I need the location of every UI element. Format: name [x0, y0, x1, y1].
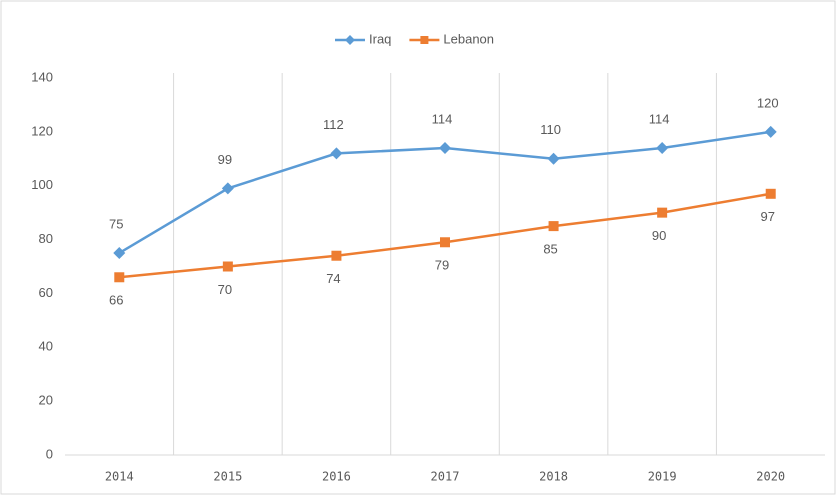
marker	[765, 188, 776, 199]
marker	[657, 207, 668, 218]
marker	[331, 250, 342, 261]
data-label: 97	[760, 209, 774, 224]
marker	[439, 142, 451, 155]
marker	[330, 147, 343, 160]
y-tick-label: 60	[39, 285, 53, 300]
x-tick-label: 2018	[539, 470, 568, 484]
data-label: 110	[540, 122, 561, 137]
data-label: 74	[326, 271, 340, 286]
data-label: 114	[649, 111, 670, 126]
x-tick-label: 2015	[213, 470, 242, 484]
x-tick-label: 2019	[648, 470, 677, 484]
marker	[656, 142, 669, 155]
y-tick-label: 80	[39, 231, 53, 246]
y-tick-label: 120	[31, 123, 53, 138]
marker	[114, 272, 125, 283]
marker	[113, 247, 126, 260]
y-tick-label: 40	[39, 339, 53, 354]
data-label: 70	[218, 282, 232, 297]
data-label: 99	[218, 152, 232, 167]
y-tick-label: 0	[46, 446, 53, 461]
data-label: 75	[109, 216, 123, 231]
marker	[764, 125, 777, 138]
x-tick-label: 2014	[105, 470, 134, 484]
data-label: 120	[757, 95, 779, 110]
x-tick-label: 2016	[322, 470, 351, 484]
y-tick-label: 100	[31, 177, 53, 192]
legend-label: Iraq	[369, 31, 391, 46]
data-label: 85	[543, 242, 557, 257]
marker	[221, 182, 234, 195]
legend-marker	[345, 35, 355, 45]
legend-marker	[420, 36, 429, 44]
data-label: 112	[323, 117, 344, 132]
marker	[548, 221, 559, 232]
data-label: 90	[652, 228, 666, 243]
x-tick-label: 2017	[431, 470, 460, 484]
marker	[547, 152, 560, 165]
data-label: 79	[435, 258, 449, 273]
y-tick-label: 140	[31, 69, 53, 84]
y-tick-label: 20	[39, 393, 53, 408]
legend-label: Lebanon	[443, 31, 494, 46]
data-label: 66	[109, 293, 123, 308]
data-label: 114	[432, 111, 453, 126]
x-tick-label: 2020	[756, 470, 785, 484]
marker	[222, 261, 233, 272]
marker	[440, 237, 450, 248]
